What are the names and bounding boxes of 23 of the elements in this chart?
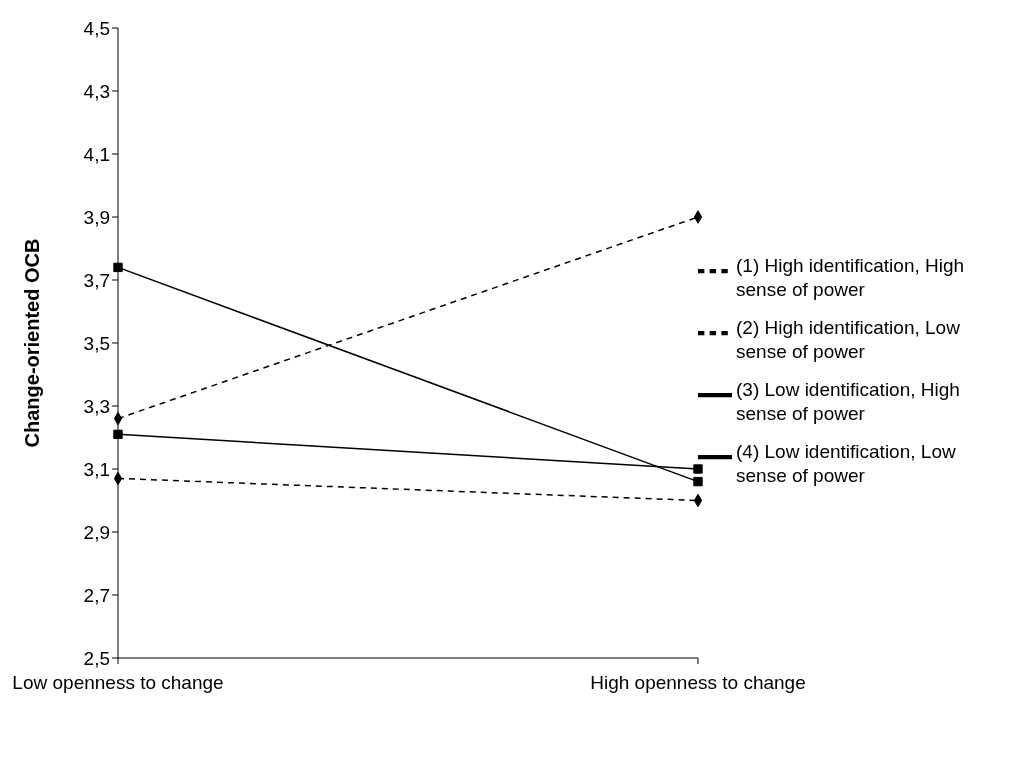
legend-label: (4) Low identification, Low sense of power <box>736 440 957 488</box>
legend-label: (3) Low identification, High sense of power <box>736 378 961 426</box>
y-tick-label: 2,5 <box>83 647 110 669</box>
y-tick-label: 3,5 <box>83 332 110 354</box>
y-tick-label: 3,3 <box>83 395 110 417</box>
point <box>693 210 703 224</box>
y-tick-label: 2,7 <box>83 584 110 606</box>
legend-label: (2) High identification, Low sense of power <box>736 316 961 364</box>
x-tick-label: High openness to change <box>590 672 806 694</box>
y-tick-label: 3,1 <box>83 458 110 480</box>
y-tick-label: 3,9 <box>83 206 110 228</box>
y-tick-label: 4,3 <box>83 80 110 102</box>
x-tick-label: Low openness to change <box>12 672 224 694</box>
y-tick-label: 2,9 <box>83 521 110 543</box>
y-tick-label: 4,5 <box>83 17 110 39</box>
y-tick-label: 4,1 <box>83 143 110 165</box>
y-tick-label: 3,7 <box>83 269 110 291</box>
point <box>113 262 123 273</box>
legend-label: (1) High identification, High sense of power <box>736 254 966 302</box>
y-axis-title: Change-oriented OCB <box>21 238 44 448</box>
point <box>693 464 703 474</box>
point <box>693 476 703 487</box>
point <box>113 429 123 440</box>
